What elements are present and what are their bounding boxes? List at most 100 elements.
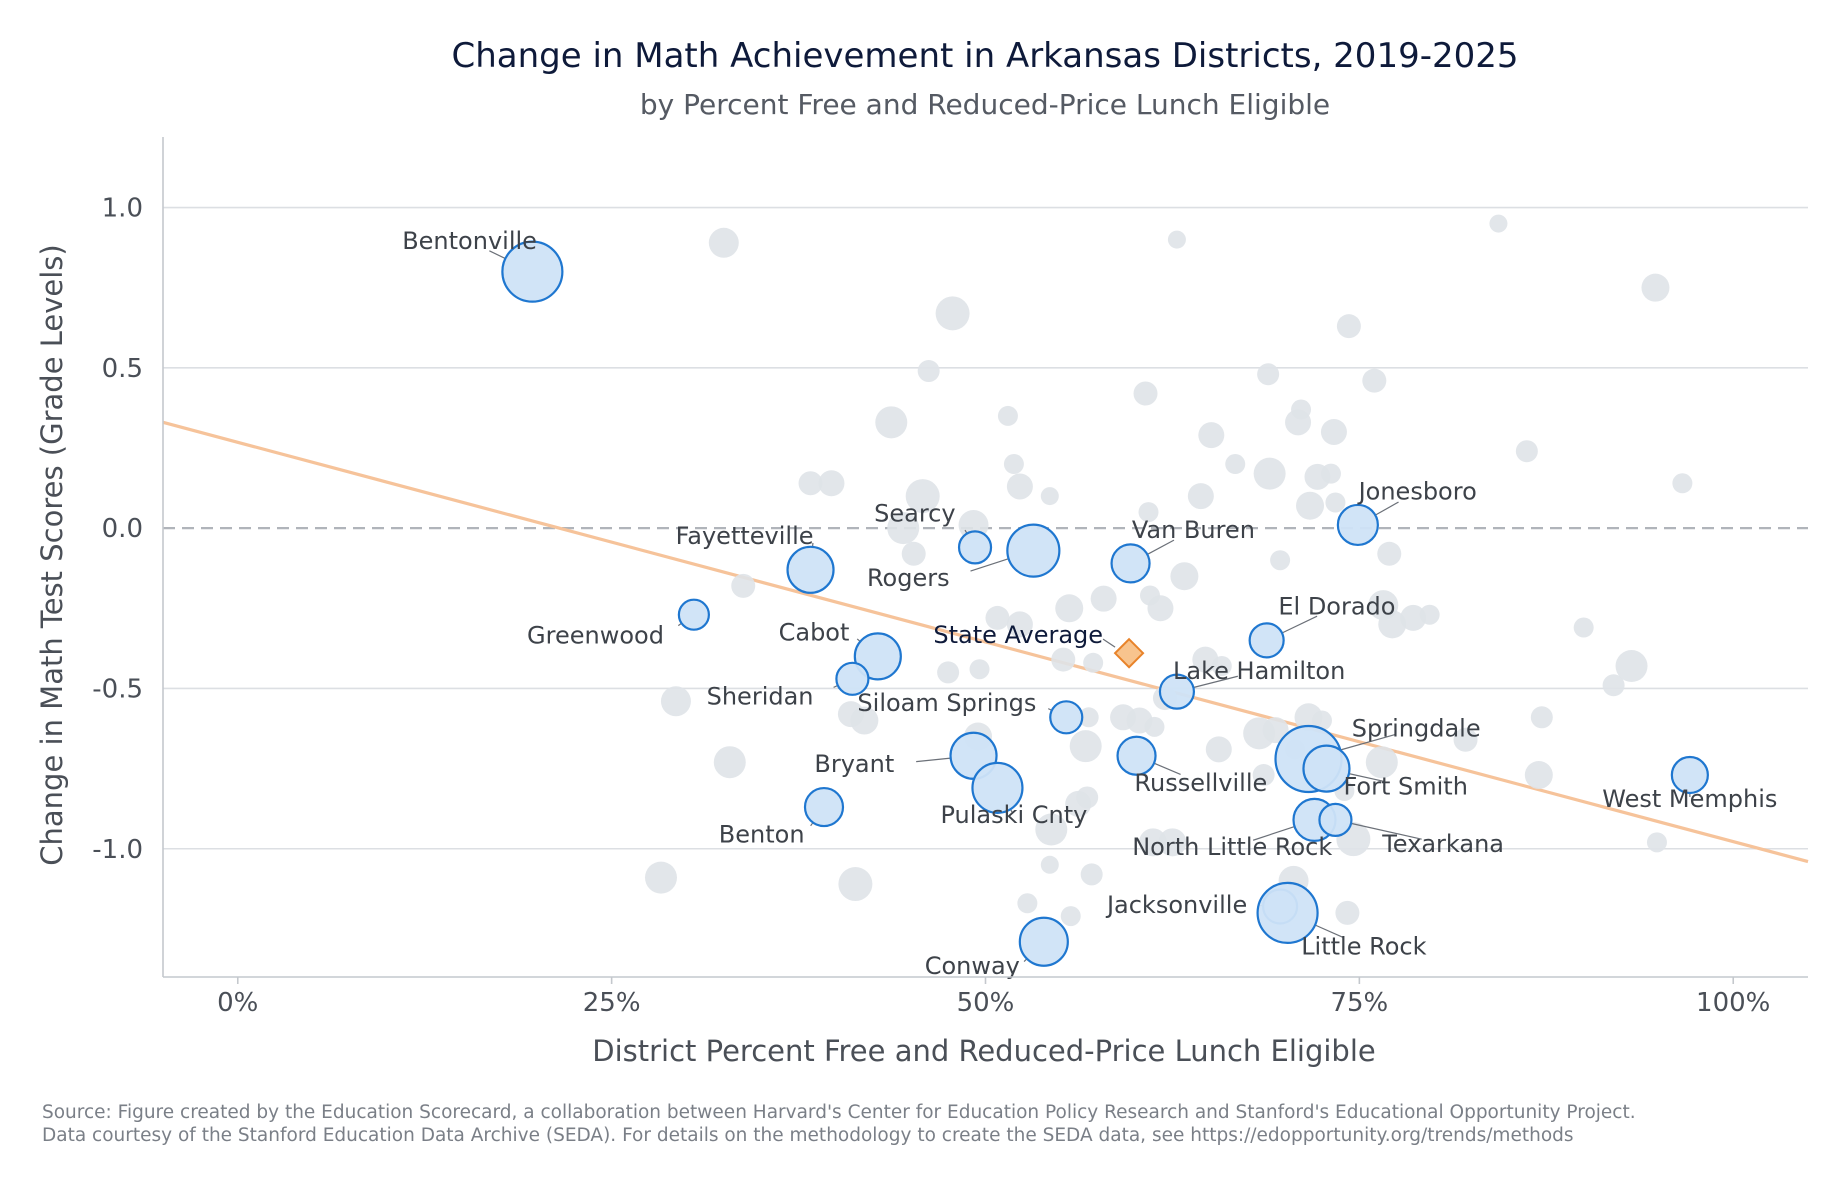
state-average-marker [1113, 637, 1145, 669]
district-point [660, 686, 691, 717]
district-point [1083, 652, 1104, 673]
highlighted-district-point [803, 786, 845, 828]
axes: 1.0 0.5 0.0 -0.5 -1.0 0% 25% 50% 75% 100% [92, 137, 1808, 1018]
district-point [1320, 418, 1347, 445]
label-leader [1147, 539, 1175, 555]
district-point [1641, 273, 1670, 302]
district-point [1069, 730, 1102, 763]
district-point [713, 746, 746, 779]
highlighted-district-point [853, 632, 902, 681]
source-line-2: Data courtesy of the Stanford Education … [42, 1125, 1574, 1146]
district-point [1311, 710, 1332, 731]
district-label: Fort Smith [1343, 772, 1467, 800]
district-label: Russellville [1134, 769, 1267, 797]
x-tick-label: 100% [1696, 988, 1770, 1018]
district-label: Conway [925, 952, 1020, 980]
district-point [1138, 828, 1167, 857]
y-tick-label: -1.0 [92, 835, 143, 865]
highlighted-district-point [1336, 503, 1379, 547]
highlighted-district-point [1006, 523, 1061, 578]
district-point [985, 605, 1010, 630]
district-point [1006, 611, 1033, 638]
label-leader [1252, 825, 1295, 841]
district-label: West Memphis [1602, 785, 1777, 813]
district-point [644, 861, 677, 894]
district-label: Fayetteville [676, 522, 814, 550]
district-point [1515, 440, 1538, 463]
district-label: Springdale [1352, 715, 1481, 743]
district-point [1003, 454, 1024, 475]
district-point [837, 701, 864, 728]
district-point [1051, 647, 1076, 672]
district-label: Pulaski Cnty [940, 801, 1087, 829]
district-point [1017, 893, 1038, 914]
district-point [1602, 674, 1625, 697]
district-label: Van Buren [1132, 516, 1255, 544]
label-leader [1350, 822, 1422, 840]
label-leader [1340, 733, 1396, 751]
district-point [1040, 855, 1059, 874]
district-point [1138, 502, 1159, 523]
district-point [1076, 786, 1099, 809]
highlighted-district-point [971, 761, 1024, 814]
district-point [1225, 454, 1246, 475]
trend-line-layer [162, 420, 1809, 864]
district-point [1270, 550, 1291, 571]
chart-subtitle: by Percent Free and Reduced-Price Lunch … [640, 88, 1330, 121]
district-point [901, 541, 926, 566]
district-point [1291, 399, 1312, 420]
label-leader [1314, 924, 1344, 939]
district-label: Cabot [779, 618, 850, 646]
district-point [1320, 463, 1341, 484]
district-point [1078, 707, 1099, 728]
state-average-label: State Average [933, 621, 1103, 649]
district-point [969, 659, 990, 680]
district-label: Bentonville [402, 227, 537, 255]
district-point [875, 406, 908, 439]
district-point [1040, 487, 1059, 506]
district-point [1336, 314, 1361, 339]
district-point [1205, 736, 1232, 763]
district-point [1296, 491, 1325, 520]
district-point [1006, 473, 1033, 500]
district-point [905, 479, 940, 514]
chart-title: Change in Math Achievement in Arkansas D… [451, 36, 1518, 76]
trend-line [162, 420, 1809, 864]
district-point [1530, 706, 1553, 729]
district-point [1198, 422, 1225, 449]
district-point [1147, 595, 1174, 622]
highlighted-district-point [1110, 543, 1151, 584]
district-label: Jacksonville [1105, 891, 1247, 919]
y-tick-label: -0.5 [92, 674, 143, 704]
label-leader [1102, 638, 1116, 648]
district-label: Texarkana [1381, 830, 1504, 858]
district-label: Little Rock [1301, 933, 1426, 961]
y-tick-label: 0.5 [102, 354, 143, 384]
district-point [838, 867, 873, 902]
y-axis-label: Change in Math Test Scores (Grade Levels… [35, 244, 69, 865]
x-axis-label: District Percent Free and Reduced-Price … [592, 1034, 1376, 1068]
highlighted-district-point [786, 545, 835, 594]
district-point [887, 512, 920, 545]
highlighted-district-point [677, 598, 710, 631]
x-tick-label: 0% [217, 988, 258, 1018]
district-point [1453, 727, 1478, 752]
district-point [731, 573, 756, 598]
district-point [798, 471, 823, 496]
label-leader [1375, 501, 1399, 516]
highlighted-district-point [1158, 673, 1196, 710]
district-point [1325, 492, 1346, 513]
label-leader [1193, 675, 1238, 689]
x-tick-label: 25% [583, 988, 641, 1018]
district-point [1133, 381, 1158, 406]
label-leader [1348, 773, 1385, 783]
highlighted-district-point [957, 530, 993, 565]
highlighted-district-point [1318, 802, 1353, 838]
district-point [1253, 457, 1286, 490]
district-label: Sheridan [707, 682, 814, 710]
district-point [1419, 604, 1440, 625]
district-point [818, 470, 845, 497]
source-line-1: Source: Figure created by the Education … [42, 1102, 1636, 1123]
district-label: Greenwood [527, 622, 664, 650]
